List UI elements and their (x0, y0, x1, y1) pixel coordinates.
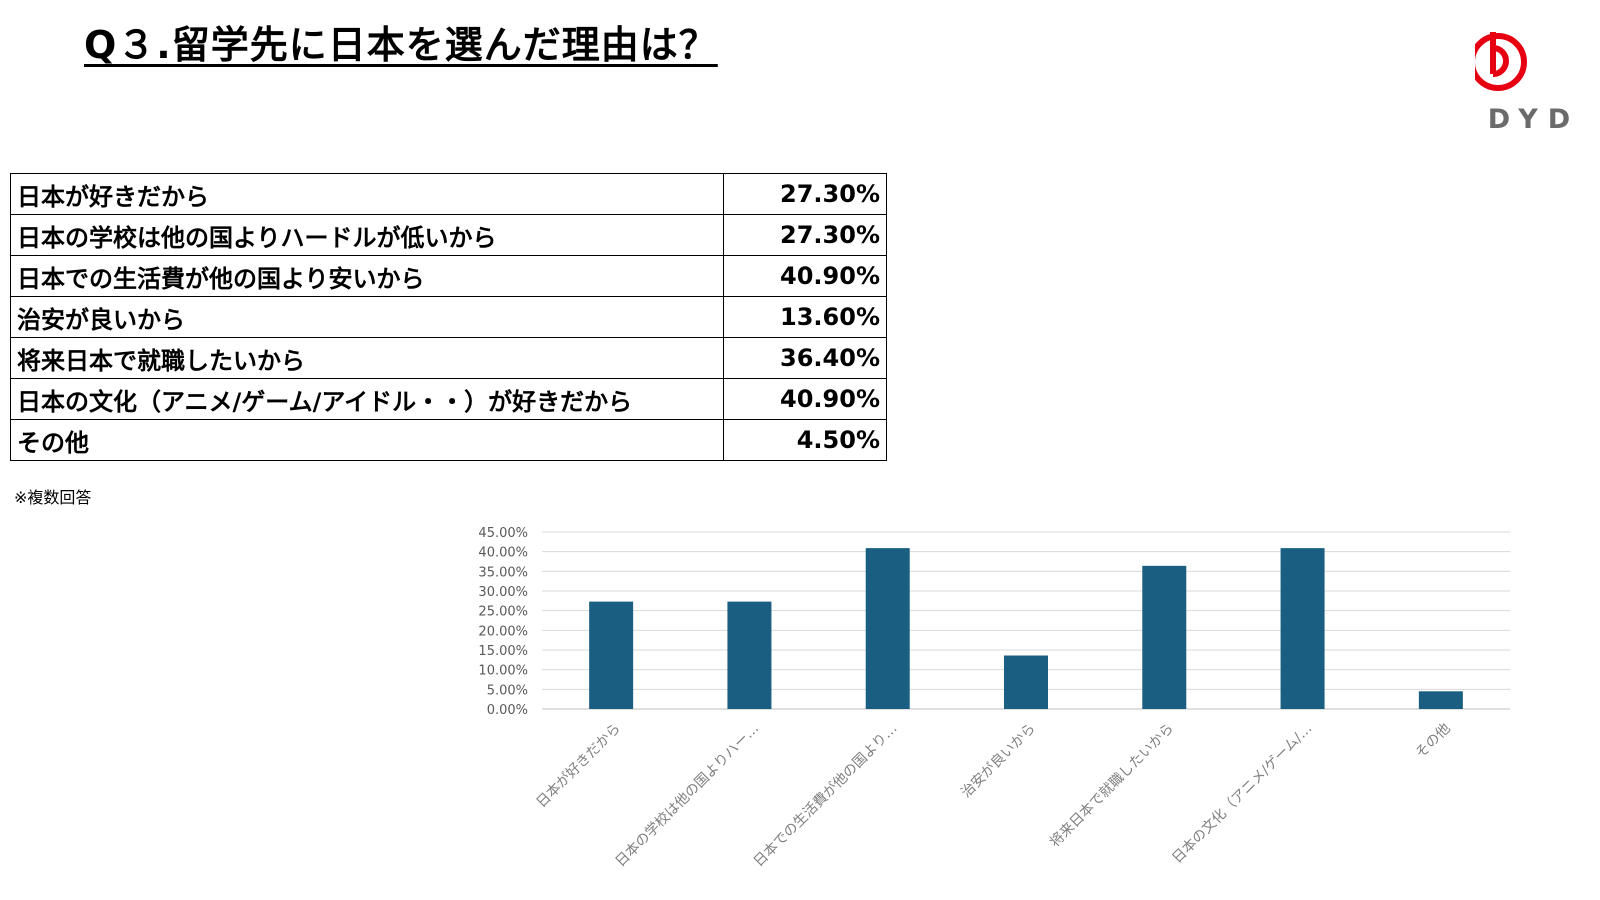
x-tick-label: 将来日本で就職したいから (1047, 721, 1177, 851)
reasons-table: 日本が好きだから 27.30% 日本の学校は他の国よりハードルが低いから 27.… (10, 173, 887, 461)
y-tick-label: 40.00% (478, 546, 528, 561)
reason-label: 治安が良いから (10, 296, 724, 338)
y-tick-label: 5.00% (487, 683, 528, 698)
reason-percentage: 40.90% (723, 255, 887, 297)
reason-label: その他 (10, 419, 724, 461)
x-tick-label: 日本が好きだから (533, 721, 624, 812)
x-tick-label: 日本の学校は他の国よりハー… (612, 720, 762, 870)
page-title: Q３.留学先に日本を選んだ理由は？ (84, 23, 718, 67)
reason-percentage: 27.30% (723, 214, 887, 256)
table-row: 治安が良いから 13.60% (10, 296, 887, 338)
reason-percentage: 40.90% (723, 378, 887, 420)
bar (1418, 691, 1463, 709)
y-tick-label: 45.00% (478, 526, 528, 541)
y-tick-label: 25.00% (478, 605, 528, 620)
bar (1004, 655, 1048, 709)
brand-logo: DYD (1475, 22, 1595, 137)
brand-name: DYD (1487, 104, 1581, 135)
x-tick-label: 治安が良いから (958, 721, 1039, 802)
multiple-answer-note: ※複数回答 (14, 488, 92, 507)
bar (727, 601, 772, 709)
x-tick-label: 日本での生活費が他の国より… (751, 721, 901, 871)
bar (1280, 548, 1325, 709)
y-tick-label: 20.00% (478, 624, 528, 639)
reason-percentage: 36.40% (723, 337, 887, 379)
bar (589, 601, 634, 709)
table-row: 日本が好きだから 27.30% (10, 173, 887, 215)
y-tick-label: 15.00% (478, 644, 528, 659)
x-tick-label: 日本の文化（アニメ/ゲーム/… (1169, 721, 1315, 867)
table-row: その他 4.50% (10, 419, 887, 461)
bar (865, 548, 910, 709)
dyd-logo-icon (1475, 32, 1527, 91)
table-row: 日本での生活費が他の国より安いから 40.90% (10, 255, 887, 297)
reason-label: 日本の文化（アニメ/ゲーム/アイドル・・）が好きだから (10, 378, 724, 420)
table-row: 将来日本で就職したいから 36.40% (10, 337, 887, 379)
reason-label: 将来日本で就職したいから (10, 337, 724, 379)
y-tick-label: 30.00% (478, 585, 528, 600)
reason-percentage: 27.30% (723, 173, 887, 215)
y-tick-label: 35.00% (478, 565, 528, 580)
x-tick-label: その他 (1413, 721, 1454, 762)
y-tick-label: 10.00% (478, 664, 528, 679)
reason-label: 日本が好きだから (10, 173, 724, 215)
reason-percentage: 4.50% (723, 419, 887, 461)
bar (1142, 565, 1187, 709)
y-tick-label: 0.00% (487, 703, 528, 718)
table-row: 日本の文化（アニメ/ゲーム/アイドル・・）が好きだから 40.90% (10, 378, 887, 420)
